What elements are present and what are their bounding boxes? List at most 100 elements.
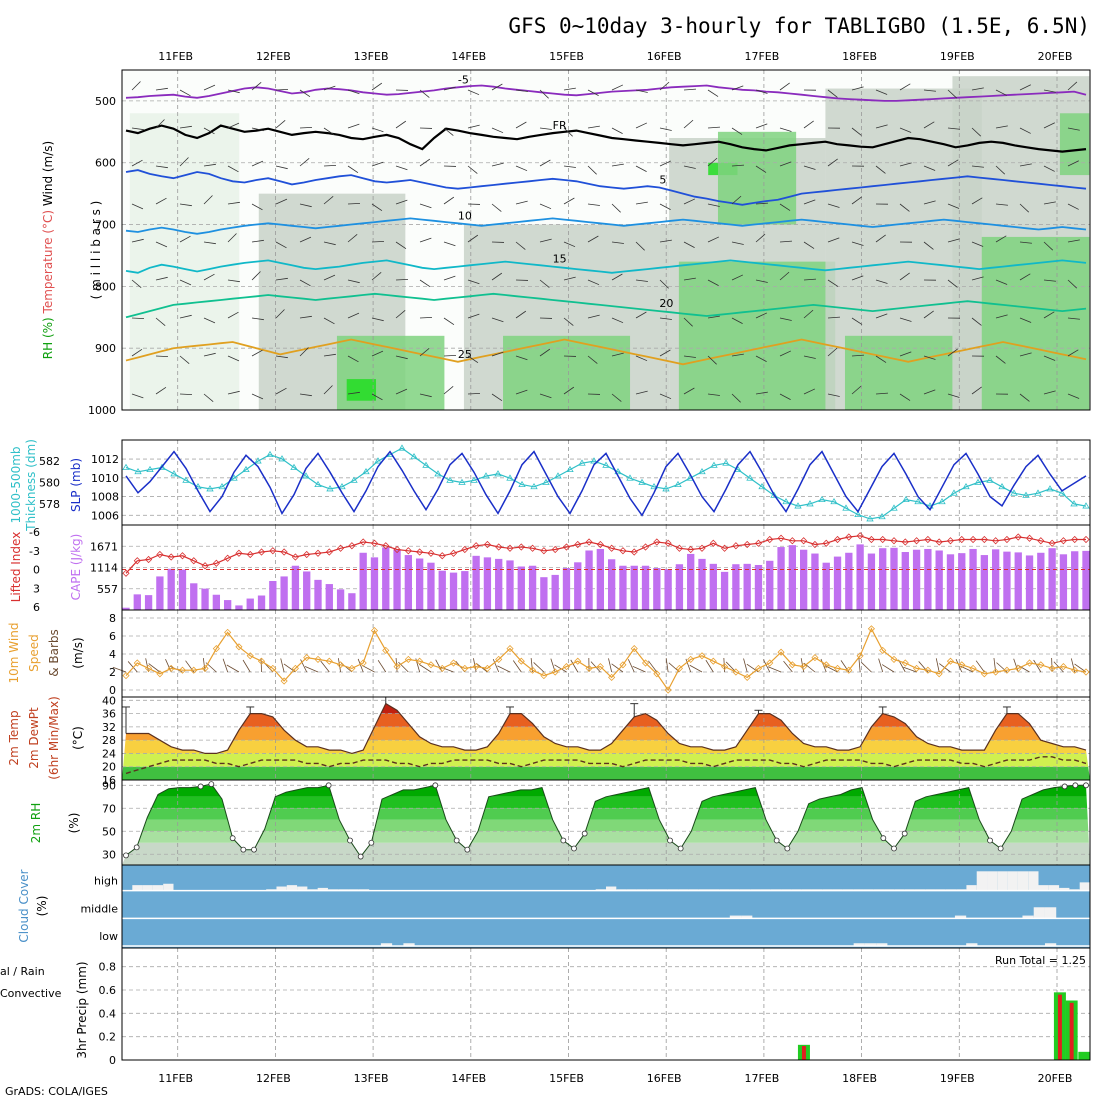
panel-frame <box>121 947 1091 1061</box>
wind-barb <box>779 393 791 400</box>
cape-bar <box>788 545 797 610</box>
wind-barb <box>875 392 888 395</box>
isotherm-line <box>125 169 1087 206</box>
wind-barb <box>995 203 1008 206</box>
wind-barb <box>227 355 240 362</box>
wind-speed-marker <box>1082 668 1090 676</box>
li-marker <box>754 539 763 547</box>
date-label-top: 11FEB <box>158 50 193 63</box>
li-marker <box>325 548 333 556</box>
wind-barb <box>251 317 264 321</box>
wind-barb <box>611 203 621 213</box>
wind-barb-10m <box>705 659 714 673</box>
li-marker <box>427 549 435 557</box>
cloud-cell <box>317 887 328 891</box>
wind-barb-10m <box>361 665 375 673</box>
thickness-marker <box>350 476 358 483</box>
panel-precip: 0 0.2 0.4 0.6 0.8 Run Total = 1.25 3hr Precip … <box>0 947 1091 1067</box>
wind-speed-marker <box>551 668 559 676</box>
wind-barb <box>155 165 168 169</box>
temp-tick: 32 <box>102 721 116 734</box>
wind-barb <box>851 127 862 136</box>
li-marker <box>709 539 717 547</box>
wind-barb <box>371 393 383 401</box>
wind-speed-line <box>125 627 1087 692</box>
cloud-ylabel: Cloud Cover <box>17 869 31 942</box>
wind-barb-10m <box>689 664 703 673</box>
wind-speed-marker <box>303 654 311 662</box>
wind-barb <box>731 241 744 245</box>
wind-speed-marker <box>483 664 491 672</box>
li-marker <box>664 539 672 547</box>
wind-barb <box>1019 273 1031 281</box>
wind-barb <box>443 317 455 326</box>
cape-bar <box>698 558 706 610</box>
isotherm-line <box>125 338 1087 366</box>
precip-conv-bar <box>1069 1002 1074 1060</box>
cape-bar <box>415 558 424 610</box>
wind-barb <box>155 197 167 205</box>
cloud-cell <box>1044 907 1057 919</box>
rh-marker <box>197 783 204 790</box>
wind-barb <box>155 386 167 395</box>
wind-barb-10m <box>222 658 229 673</box>
wind-barb-10m <box>608 658 613 673</box>
cape-bar <box>675 564 684 610</box>
wind-barb <box>395 165 408 171</box>
li-tick: 6 <box>33 601 40 614</box>
wind-barb-10m <box>763 659 771 673</box>
rh-marker <box>901 830 908 837</box>
cloud-cell <box>741 915 753 919</box>
wind-barb <box>539 238 552 243</box>
thickness-marker <box>122 463 130 470</box>
rh-marker <box>123 852 129 859</box>
wind-barb <box>227 165 239 173</box>
thickness-marker <box>770 491 778 498</box>
li-marker <box>890 537 898 545</box>
wind-barb <box>275 198 288 205</box>
cape-bar <box>1059 554 1068 610</box>
wind-barb <box>1043 122 1055 129</box>
upper-air-ylabel: RH (%) Temperature (°C) Wind (m/s) <box>41 141 55 359</box>
li-marker <box>946 537 955 545</box>
wind-barb <box>1067 349 1079 357</box>
thickness-marker <box>314 480 322 488</box>
wind-barb <box>347 355 359 363</box>
cloud-cell <box>987 871 998 891</box>
temp-tick: 40 <box>102 694 116 707</box>
wind-barb <box>971 165 984 168</box>
wind-speed-marker <box>122 672 130 680</box>
panel-wind10m: 0 2 4 6 8 10m Wind Speed & Barbs (m/s) <box>7 609 1091 698</box>
wind-barb <box>971 276 984 281</box>
wind-barb <box>419 203 432 209</box>
wind-barb <box>299 157 310 167</box>
wind-speed-marker <box>619 661 627 669</box>
wind-barb <box>707 355 717 365</box>
wind-barb-10m <box>632 665 646 673</box>
cape-bar <box>449 572 458 610</box>
wind-speed-marker <box>890 655 898 663</box>
wind-barb <box>491 351 504 357</box>
wind-barb <box>539 159 551 167</box>
wind-barb <box>491 127 504 134</box>
li-marker <box>992 537 1000 545</box>
li-marker <box>1014 533 1022 541</box>
wind-barb <box>659 349 671 357</box>
wind-barb <box>131 159 143 167</box>
wind-barb-10m <box>611 663 624 673</box>
wind-speed-marker <box>133 659 141 667</box>
wind-barb <box>947 159 959 167</box>
wind-barb <box>323 274 336 281</box>
thickness-marker <box>1022 491 1030 498</box>
cape-bar <box>336 589 345 610</box>
thickness-marker <box>650 483 658 490</box>
li-marker <box>980 535 988 544</box>
isotherm-line <box>125 124 1087 153</box>
li-marker <box>257 548 266 556</box>
cape-bar <box>427 562 435 610</box>
wind-barb <box>659 279 669 289</box>
wind-speed-marker <box>1059 663 1067 671</box>
wind-barb <box>251 203 263 211</box>
wind-barb <box>635 355 648 362</box>
date-label-bottom: 14FEB <box>451 1072 486 1085</box>
